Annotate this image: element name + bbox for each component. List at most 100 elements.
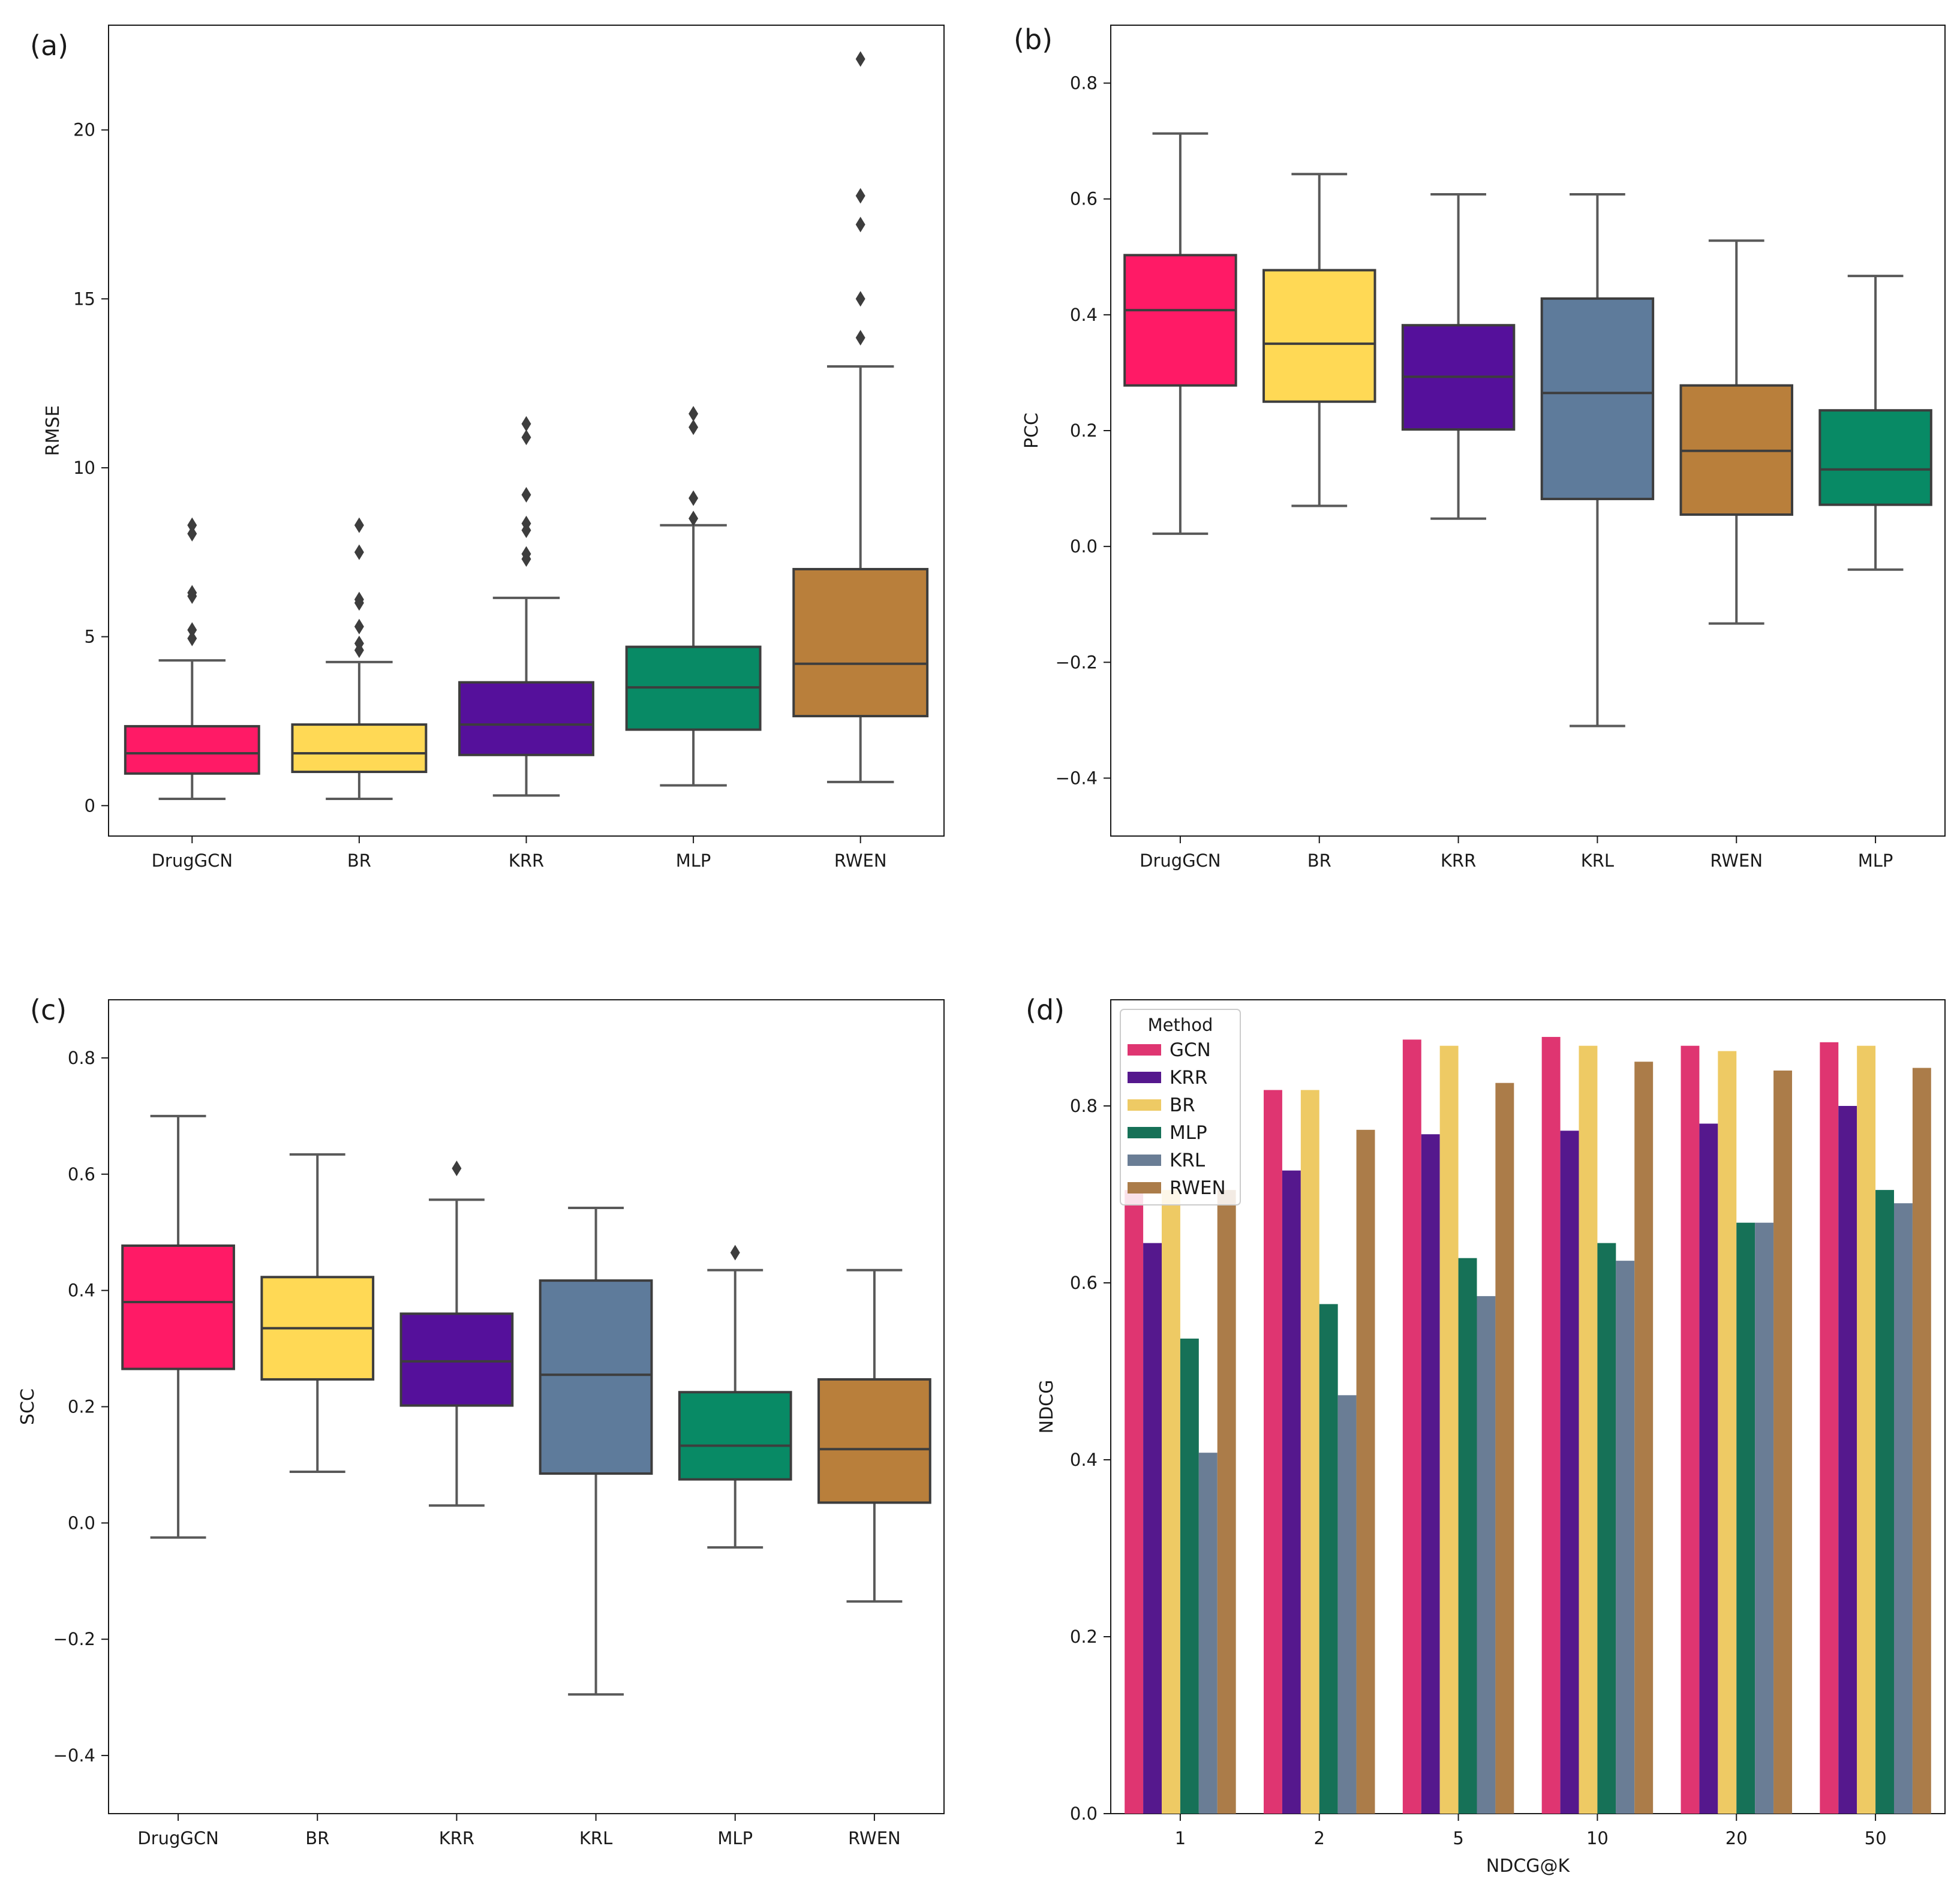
panel-d-ndcg-barchart: 0.0 0.2 0.4 0.6 0.8 (d) NDCG 1 2 5 10 20 50 NDCG@K Met… bbox=[1026, 994, 1946, 1877]
outlier-point bbox=[187, 517, 197, 533]
box-body bbox=[539, 1279, 653, 1475]
bar-krl-k1 bbox=[1198, 1453, 1218, 1814]
box-mlp bbox=[1818, 275, 1932, 571]
bar-krr-k1 bbox=[1143, 1243, 1162, 1814]
legend-title: Method bbox=[1148, 1015, 1213, 1035]
y-axis-label: SCC bbox=[17, 1388, 38, 1425]
panel-c-scc-boxplot: −0.4 −0.2 0.0 0.2 0.4 0.6 0.8 (c) SCC DrugGCN BR KR… bbox=[17, 994, 945, 1848]
panel-label: (d) bbox=[1026, 994, 1065, 1026]
x-tick-label: DrugGCN bbox=[152, 850, 233, 871]
outlier-point bbox=[354, 517, 364, 533]
box-rwen bbox=[1679, 239, 1793, 625]
y-axis-label: NDCG bbox=[1036, 1380, 1057, 1434]
y-tick-label: 0.4 bbox=[1070, 1450, 1098, 1470]
x-tick-label: 2 bbox=[1314, 1828, 1325, 1848]
outlier-point bbox=[187, 585, 197, 601]
bar-rwen-k10 bbox=[1634, 1062, 1654, 1814]
bar-mlp-k50 bbox=[1875, 1190, 1894, 1814]
bar-rwen-k50 bbox=[1912, 1068, 1931, 1814]
bar-krr-k2 bbox=[1282, 1170, 1301, 1814]
y-tick-label: 0.6 bbox=[68, 1164, 95, 1184]
legend-entry-krr: KRR bbox=[1170, 1067, 1207, 1089]
box-body bbox=[1123, 254, 1237, 387]
y-tick-label: 0.2 bbox=[1070, 420, 1098, 441]
y-tick-label: 10 bbox=[73, 458, 95, 478]
legend-entry-rwen: RWEN bbox=[1170, 1177, 1226, 1199]
bar-mlp-k5 bbox=[1458, 1258, 1477, 1814]
legend-swatch bbox=[1128, 1155, 1161, 1166]
y-tick-label: 0.2 bbox=[1070, 1627, 1098, 1647]
bar-krl-k10 bbox=[1616, 1261, 1635, 1814]
y-tick-label: 0.0 bbox=[1070, 1803, 1098, 1824]
bar-mlp-k20 bbox=[1736, 1222, 1755, 1814]
bar-br-k10 bbox=[1579, 1045, 1598, 1814]
outlier-point bbox=[855, 51, 865, 67]
outlier-point bbox=[187, 525, 197, 542]
x-tick-label: MLP bbox=[717, 1828, 753, 1848]
bar-gcn-k1 bbox=[1125, 1190, 1144, 1814]
box-body bbox=[1262, 269, 1376, 403]
box-body bbox=[121, 1244, 235, 1370]
outlier-point bbox=[855, 188, 865, 204]
outlier-point bbox=[689, 510, 699, 527]
bar-gcn-k10 bbox=[1541, 1036, 1561, 1814]
x-tick-label: KRL bbox=[1581, 850, 1614, 871]
bar-rwen-k20 bbox=[1773, 1071, 1792, 1814]
bar-krr-k10 bbox=[1560, 1131, 1579, 1814]
bar-krl-k50 bbox=[1893, 1203, 1913, 1814]
bar-br-k50 bbox=[1857, 1045, 1876, 1814]
box-krl bbox=[539, 1207, 653, 1696]
bar-rwen-k5 bbox=[1495, 1083, 1514, 1814]
y-tick-label: −0.2 bbox=[1056, 652, 1098, 672]
y-tick-label: 0 bbox=[85, 795, 95, 816]
legend-swatch bbox=[1128, 1182, 1161, 1193]
bar-krr-k5 bbox=[1421, 1134, 1440, 1814]
outlier-point bbox=[689, 405, 699, 422]
x-tick-label: BR bbox=[1307, 850, 1331, 871]
bar-rwen-k1 bbox=[1217, 1190, 1236, 1814]
x-tick-label: MLP bbox=[1858, 850, 1893, 871]
panel-label: (b) bbox=[1014, 23, 1053, 56]
bar-br-k20 bbox=[1718, 1051, 1737, 1814]
x-tick-label: BR bbox=[305, 1828, 329, 1848]
y-tick-label: 0.2 bbox=[68, 1397, 95, 1417]
outlier-point bbox=[354, 591, 364, 608]
legend-swatch bbox=[1128, 1099, 1161, 1111]
box-druggcn bbox=[124, 517, 260, 801]
outlier-point bbox=[452, 1161, 462, 1177]
legend-entry-krl: KRL bbox=[1170, 1150, 1206, 1171]
panel-label: (c) bbox=[30, 994, 67, 1026]
bar-krr-k50 bbox=[1838, 1106, 1857, 1814]
box-br bbox=[291, 517, 428, 801]
box-br bbox=[260, 1153, 375, 1474]
x-tick-label: RWEN bbox=[848, 1828, 901, 1848]
x-tick-label: RWEN bbox=[1710, 850, 1763, 871]
box-body bbox=[792, 567, 929, 718]
bar-gcn-k5 bbox=[1402, 1039, 1421, 1814]
x-tick-label: 1 bbox=[1175, 1828, 1186, 1848]
box-body bbox=[291, 723, 428, 773]
outlier-point bbox=[855, 330, 865, 346]
y-tick-label: 20 bbox=[73, 120, 95, 140]
box-krr bbox=[399, 1161, 514, 1507]
legend-swatch bbox=[1128, 1127, 1161, 1138]
x-tick-label: 10 bbox=[1586, 1828, 1609, 1848]
box-body bbox=[817, 1378, 931, 1504]
bar-krl-k2 bbox=[1337, 1395, 1357, 1814]
x-tick-label: MLP bbox=[676, 850, 711, 871]
y-tick-label: −0.2 bbox=[53, 1629, 95, 1649]
y-tick-label: 0.8 bbox=[1070, 1096, 1098, 1116]
x-tick-label: 50 bbox=[1865, 1828, 1887, 1848]
x-tick-label: KRL bbox=[579, 1828, 612, 1848]
outlier-point bbox=[855, 291, 865, 307]
x-tick-label: 5 bbox=[1453, 1828, 1463, 1848]
box-krl bbox=[1540, 193, 1655, 727]
box-body bbox=[399, 1312, 514, 1407]
y-tick-label: 5 bbox=[85, 627, 95, 647]
bar-mlp-k2 bbox=[1319, 1304, 1338, 1814]
box-mlp bbox=[625, 405, 762, 787]
box-mlp bbox=[678, 1244, 792, 1549]
bar-mlp-k10 bbox=[1597, 1243, 1616, 1814]
outlier-point bbox=[354, 635, 364, 651]
